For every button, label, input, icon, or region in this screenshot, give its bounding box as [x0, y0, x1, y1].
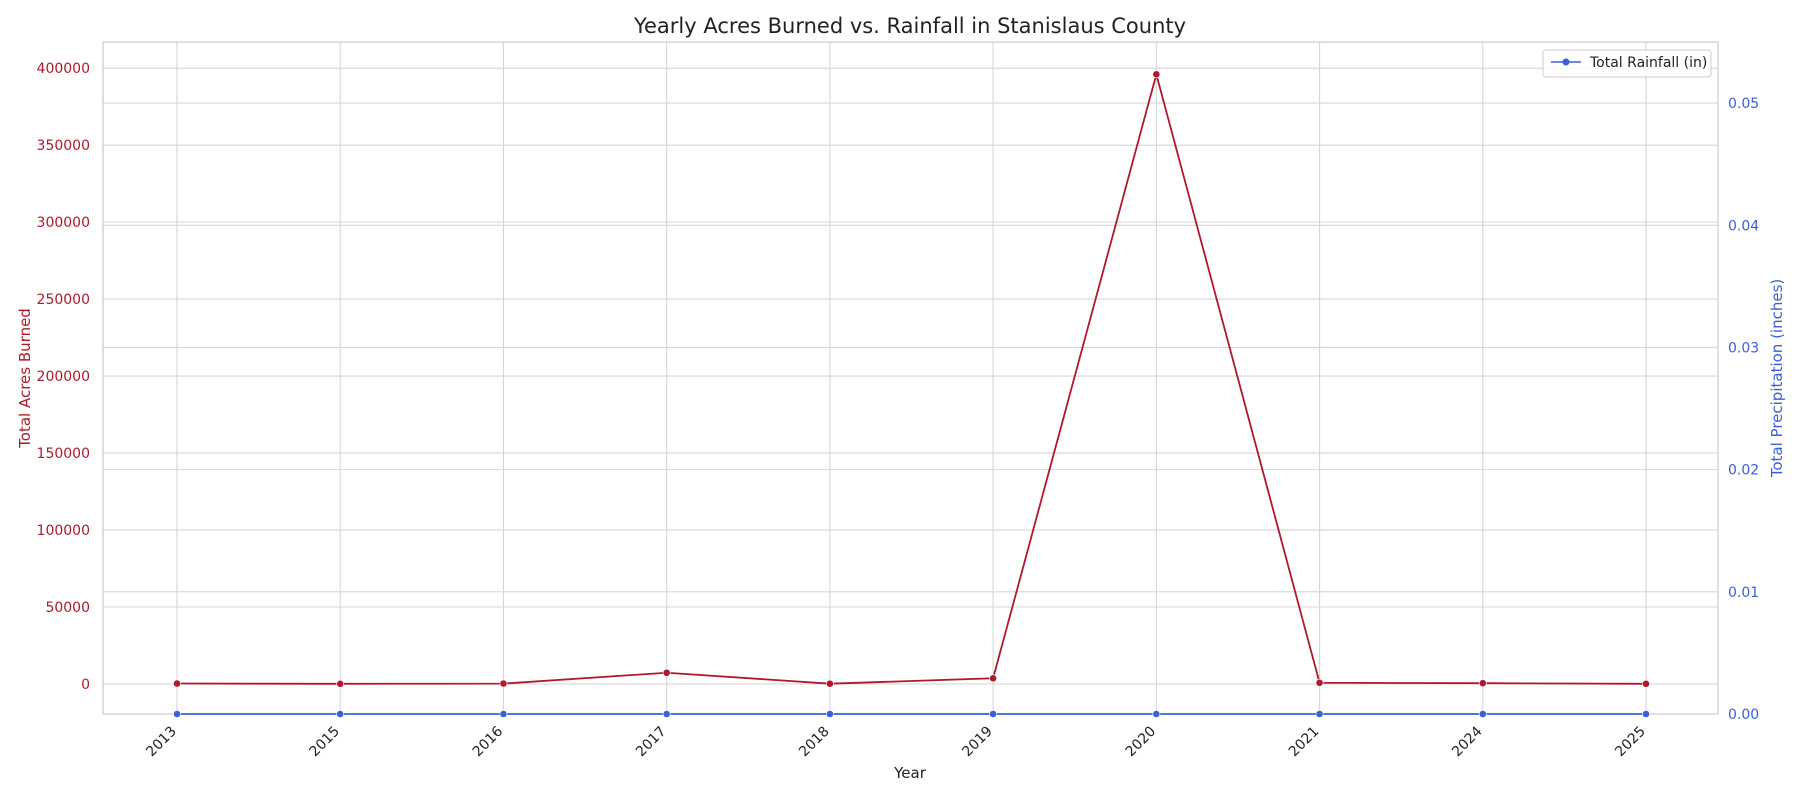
rainfall-point [1642, 710, 1650, 718]
right-axis-label: Total Precipitation (inches) [1768, 279, 1786, 479]
acres-burned-point [1478, 679, 1487, 688]
right-tick-label: 0.05 [1728, 96, 1759, 112]
rainfall-point [499, 710, 508, 718]
x-tick-label: 2013 [143, 724, 180, 761]
left-tick-label: 250000 [37, 292, 90, 308]
left-tick-label: 350000 [37, 138, 90, 154]
rainfall-point [173, 710, 181, 718]
x-axis-label: Year [893, 764, 927, 782]
acres-burned-point [825, 679, 834, 688]
left-axis-label: Total Acres Burned [16, 308, 34, 449]
left-tick-label: 150000 [37, 446, 90, 462]
legend-box [1542, 49, 1712, 78]
rainfall-point [1478, 710, 1487, 718]
rainfall-point [1315, 710, 1324, 718]
right-tick-label: 0.02 [1728, 463, 1759, 479]
left-tick-label: 400000 [37, 61, 90, 77]
chart-title: Yearly Acres Burned vs. Rainfall in Stan… [633, 14, 1186, 38]
acres-burned-point [1642, 679, 1650, 688]
legend-swatch-marker [1562, 58, 1570, 66]
grid-layer [103, 42, 1718, 715]
rainfall-point [989, 710, 998, 718]
legend-entry-rainfall: Total Rainfall (in) [1589, 55, 1707, 71]
acres-burned-point [336, 679, 345, 688]
rainfall-point [825, 710, 834, 718]
left-tick-label: 100000 [37, 523, 90, 539]
left-tick-label: 0 [81, 677, 90, 693]
acres-burned-point [1315, 678, 1324, 687]
acres-burned-point [662, 668, 671, 677]
plot-frame [102, 41, 1719, 715]
right-tick-label: 0.00 [1728, 707, 1759, 723]
right-tick-label: 0.03 [1728, 340, 1759, 356]
rainfall-point [662, 710, 671, 718]
rainfall-point [336, 710, 345, 718]
x-tick-label: 2021 [1286, 724, 1323, 761]
x-tick-label: 2025 [1612, 724, 1649, 761]
x-tick-label: 2017 [633, 724, 670, 761]
series-layer [173, 70, 1650, 718]
left-tick-label: 200000 [37, 369, 90, 385]
right-tick-label: 0.01 [1728, 585, 1759, 601]
x-tick-label: 2018 [796, 724, 833, 761]
left-tick-label: 300000 [37, 215, 90, 231]
right-tick-label: 0.04 [1728, 218, 1759, 234]
left-tick-label: 50000 [45, 600, 90, 616]
x-tick-label: 2020 [1123, 724, 1160, 761]
rainfall-point [1152, 710, 1161, 718]
x-tick-label: 2015 [307, 724, 344, 761]
acres-burned-point [173, 679, 181, 688]
acres-burned-point [499, 679, 508, 688]
acres-burned-line [176, 70, 1647, 685]
acres-burned-point [989, 674, 998, 683]
x-tick-label: 2024 [1449, 723, 1486, 760]
acres-burned-point [1152, 70, 1161, 79]
legend: Total Rainfall (in) [1542, 49, 1712, 78]
ticks-layer: 2013 2015 2016 2017 2018 2019 2020 2021 2024 2025… [37, 61, 1760, 760]
x-tick-label: 2016 [470, 723, 507, 760]
x-tick-label: 2019 [959, 724, 996, 761]
